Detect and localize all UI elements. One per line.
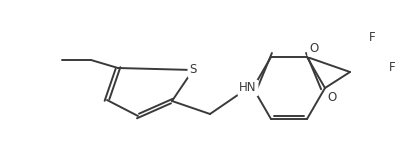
Text: O: O [308, 42, 318, 55]
Text: F: F [388, 62, 394, 75]
Text: F: F [368, 32, 375, 45]
Text: O: O [326, 91, 335, 104]
Text: S: S [189, 64, 196, 77]
Text: HN: HN [239, 82, 256, 95]
